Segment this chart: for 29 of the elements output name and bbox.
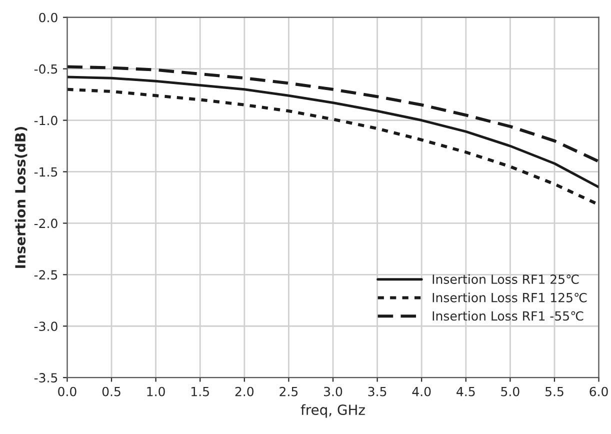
y-tick-label: 0.0: [39, 12, 58, 22]
y-tick-label: -1.5: [34, 167, 58, 177]
x-tick-label: 5.0: [501, 386, 520, 396]
legend-label: Insertion Loss RF1 125℃: [432, 292, 587, 302]
y-tick-label: -0.5: [34, 64, 58, 74]
y-tick-label: -3.0: [34, 322, 58, 332]
x-tick-label: 2.0: [235, 386, 254, 396]
x-tick-label: 4.5: [456, 386, 475, 396]
y-tick-label: -2.0: [34, 218, 58, 228]
x-tick-label: 3.0: [324, 386, 342, 396]
x-tick-label: 0.0: [58, 386, 76, 396]
y-axis-title: Insertion Loss(dB): [14, 126, 28, 268]
x-tick-label: 0.5: [102, 386, 120, 396]
line-series: [67, 88, 599, 206]
legend-label: Insertion Loss RF1 -55℃: [432, 311, 584, 321]
x-tick-label: 1.0: [147, 386, 165, 396]
x-tick-label: 6.0: [590, 386, 608, 396]
x-tick-label: 4.0: [412, 386, 431, 396]
x-tick-label: 5.5: [546, 386, 564, 396]
y-tick-label: -2.5: [34, 270, 58, 280]
line-series: [67, 76, 599, 188]
y-tick-label: -3.5: [34, 373, 58, 383]
x-axis-title: freq, GHz: [300, 404, 365, 418]
x-tick-label: 3.5: [368, 386, 386, 396]
line-series: [67, 65, 599, 163]
x-tick-label: 2.5: [280, 386, 298, 396]
x-tick-label: 1.5: [192, 386, 209, 396]
legend-label: Insertion Loss RF1 25℃: [432, 274, 579, 284]
y-tick-label: -1.0: [34, 116, 58, 126]
